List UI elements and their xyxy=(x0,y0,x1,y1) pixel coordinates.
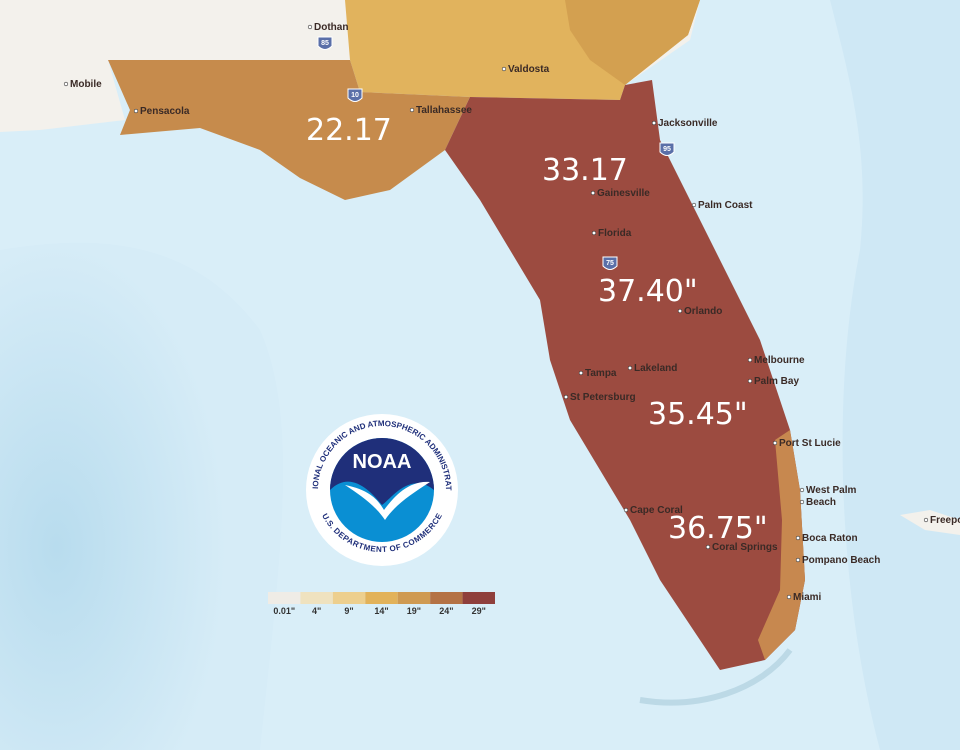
georgia-east-region xyxy=(565,0,700,85)
city-label: Coral Springs xyxy=(712,542,778,553)
logo-sky xyxy=(330,438,434,505)
city-dot xyxy=(747,357,753,363)
city-label: Palm Coast xyxy=(698,200,753,211)
deep-water xyxy=(0,242,284,750)
legend-swatch xyxy=(462,592,495,604)
highway-shield xyxy=(602,256,618,270)
panhandle-region xyxy=(108,60,470,200)
legend-label: 4" xyxy=(312,606,321,616)
city-label: Pompano Beach xyxy=(802,555,880,566)
keys xyxy=(639,648,793,706)
city-dot xyxy=(691,202,697,208)
city-dot xyxy=(578,370,584,376)
city-label: Miami xyxy=(793,592,822,603)
city-dot xyxy=(747,378,753,384)
city-label: Tallahassee xyxy=(416,105,472,116)
city-label: Lakeland xyxy=(634,363,677,374)
city-dot xyxy=(651,120,657,126)
city-dot xyxy=(705,544,711,550)
highway-label: 10 xyxy=(351,92,359,99)
city-label: West Palm xyxy=(806,485,856,496)
peninsula-region xyxy=(445,80,805,670)
city-dot xyxy=(63,81,69,87)
city-label: Melbourne xyxy=(754,355,805,366)
region-value: 36.75" xyxy=(668,511,768,546)
gulf-stream xyxy=(830,0,960,750)
legend-swatch xyxy=(268,592,301,604)
city-dot xyxy=(627,365,633,371)
logo-abbr: NOAA xyxy=(353,451,412,473)
city-label: St Petersburg xyxy=(570,392,636,403)
highway-shield xyxy=(317,36,333,50)
region-value: 22.17 xyxy=(306,113,392,148)
city-dot xyxy=(772,440,778,446)
city-label: Beach xyxy=(806,497,836,508)
legend-label: 19" xyxy=(407,606,421,616)
city-dot xyxy=(409,107,415,113)
city-label: Pensacola xyxy=(140,106,190,117)
city-dot xyxy=(590,190,596,196)
city-dot xyxy=(591,230,597,236)
city-label: Gainesville xyxy=(597,188,650,199)
city-dot xyxy=(799,499,805,505)
logo-bird xyxy=(345,481,430,520)
highway-label: 85 xyxy=(321,40,329,47)
legend-swatch xyxy=(365,592,398,604)
labels: Dothan Mobile Pensacola Tallahassee Valdosta… xyxy=(63,22,960,616)
city-dot xyxy=(677,308,683,314)
legend-label: 9" xyxy=(344,606,353,616)
city-dot xyxy=(786,594,792,600)
southeast-coast-region xyxy=(758,430,805,660)
bahamas xyxy=(900,510,960,535)
highway-label: 95 xyxy=(663,146,671,153)
city-dot xyxy=(307,24,313,30)
region-value: 33.17 xyxy=(542,153,628,188)
city-dot xyxy=(623,507,629,513)
legend-swatch xyxy=(397,592,431,604)
legend-label: 0.01" xyxy=(273,606,295,616)
city-label: Valdosta xyxy=(508,64,550,75)
city-label: Jacksonville xyxy=(658,118,718,129)
city-label: Palm Bay xyxy=(754,376,799,387)
city-label: Cape Coral xyxy=(630,505,683,516)
city-label: Boca Raton xyxy=(802,533,858,544)
legend-label: 24" xyxy=(439,606,453,616)
legend-label: 14" xyxy=(374,606,388,616)
city-label: Dothan xyxy=(314,22,348,33)
city-dot xyxy=(133,108,139,114)
region-value: 37.40" xyxy=(598,274,698,309)
city-dot xyxy=(795,535,801,541)
city-label: Florida xyxy=(598,228,632,239)
city-label: Port St Lucie xyxy=(779,438,841,449)
legend-swatch xyxy=(332,592,366,604)
legend-swatch xyxy=(430,592,463,604)
city-dot xyxy=(923,517,929,523)
legend-label: 29" xyxy=(472,606,486,616)
city-dot xyxy=(501,66,507,72)
highway-shield xyxy=(659,142,675,156)
city-label: Freepo xyxy=(930,515,960,526)
city-label: Mobile xyxy=(70,79,102,90)
highway-label: 75 xyxy=(606,260,614,267)
region-value: 35.45" xyxy=(648,397,748,432)
city-dot xyxy=(799,487,805,493)
legend-swatch xyxy=(300,592,333,604)
highway-shield xyxy=(347,88,363,102)
city-dot xyxy=(563,394,569,400)
city-dot xyxy=(795,557,801,563)
city-label: Tampa xyxy=(585,368,617,379)
city-label: Orlando xyxy=(684,306,722,317)
